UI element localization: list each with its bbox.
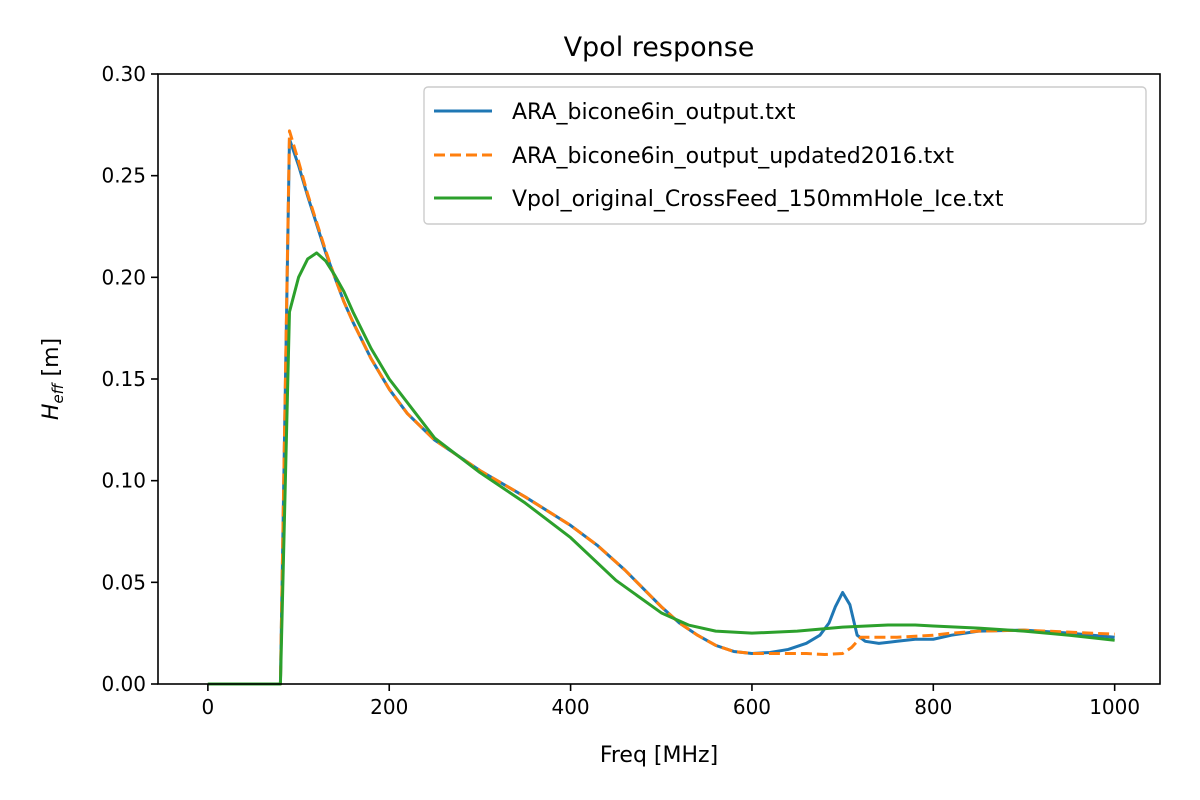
chart-title: Vpol response bbox=[564, 32, 755, 63]
x-tick-label: 1000 bbox=[1089, 695, 1140, 719]
legend-label-3: Vpol_original_CrossFeed_150mmHole_Ice.tx… bbox=[512, 187, 1004, 212]
legend-label-2: ARA_bicone6in_output_updated2016.txt bbox=[512, 144, 954, 169]
x-tick-label: 0 bbox=[202, 695, 215, 719]
y-axis-label-unit: [m] bbox=[39, 338, 64, 384]
x-tick-label: 800 bbox=[914, 695, 952, 719]
y-tick-label: 0.05 bbox=[101, 570, 146, 594]
y-tick-label: 0.30 bbox=[101, 62, 146, 86]
y-tick-label: 0.00 bbox=[101, 672, 146, 696]
x-axis: 0 200 400 600 800 1000 bbox=[202, 684, 1140, 719]
y-axis: 0.00 0.05 0.10 0.15 0.20 0.25 0.30 bbox=[101, 62, 158, 696]
y-tick-label: 0.20 bbox=[101, 265, 146, 289]
y-axis-label-main: H bbox=[39, 404, 64, 421]
y-axis-label: Heff [m] bbox=[39, 338, 67, 420]
x-tick-label: 400 bbox=[551, 695, 589, 719]
x-axis-label: Freq [MHz] bbox=[600, 743, 718, 768]
y-tick-label: 0.15 bbox=[101, 367, 146, 391]
y-tick-label: 0.25 bbox=[101, 164, 146, 188]
x-tick-label: 200 bbox=[370, 695, 408, 719]
legend: ARA_bicone6in_output.txt ARA_bicone6in_ou… bbox=[423, 86, 1147, 225]
legend-box bbox=[423, 86, 1147, 225]
series-lines bbox=[207, 129, 1115, 686]
x-tick-label: 600 bbox=[733, 695, 771, 719]
legend-label-1: ARA_bicone6in_output.txt bbox=[512, 100, 796, 125]
y-tick-label: 0.10 bbox=[101, 469, 146, 493]
y-axis-label-subscript: eff bbox=[49, 381, 67, 403]
series-line-3 bbox=[207, 251, 1115, 686]
